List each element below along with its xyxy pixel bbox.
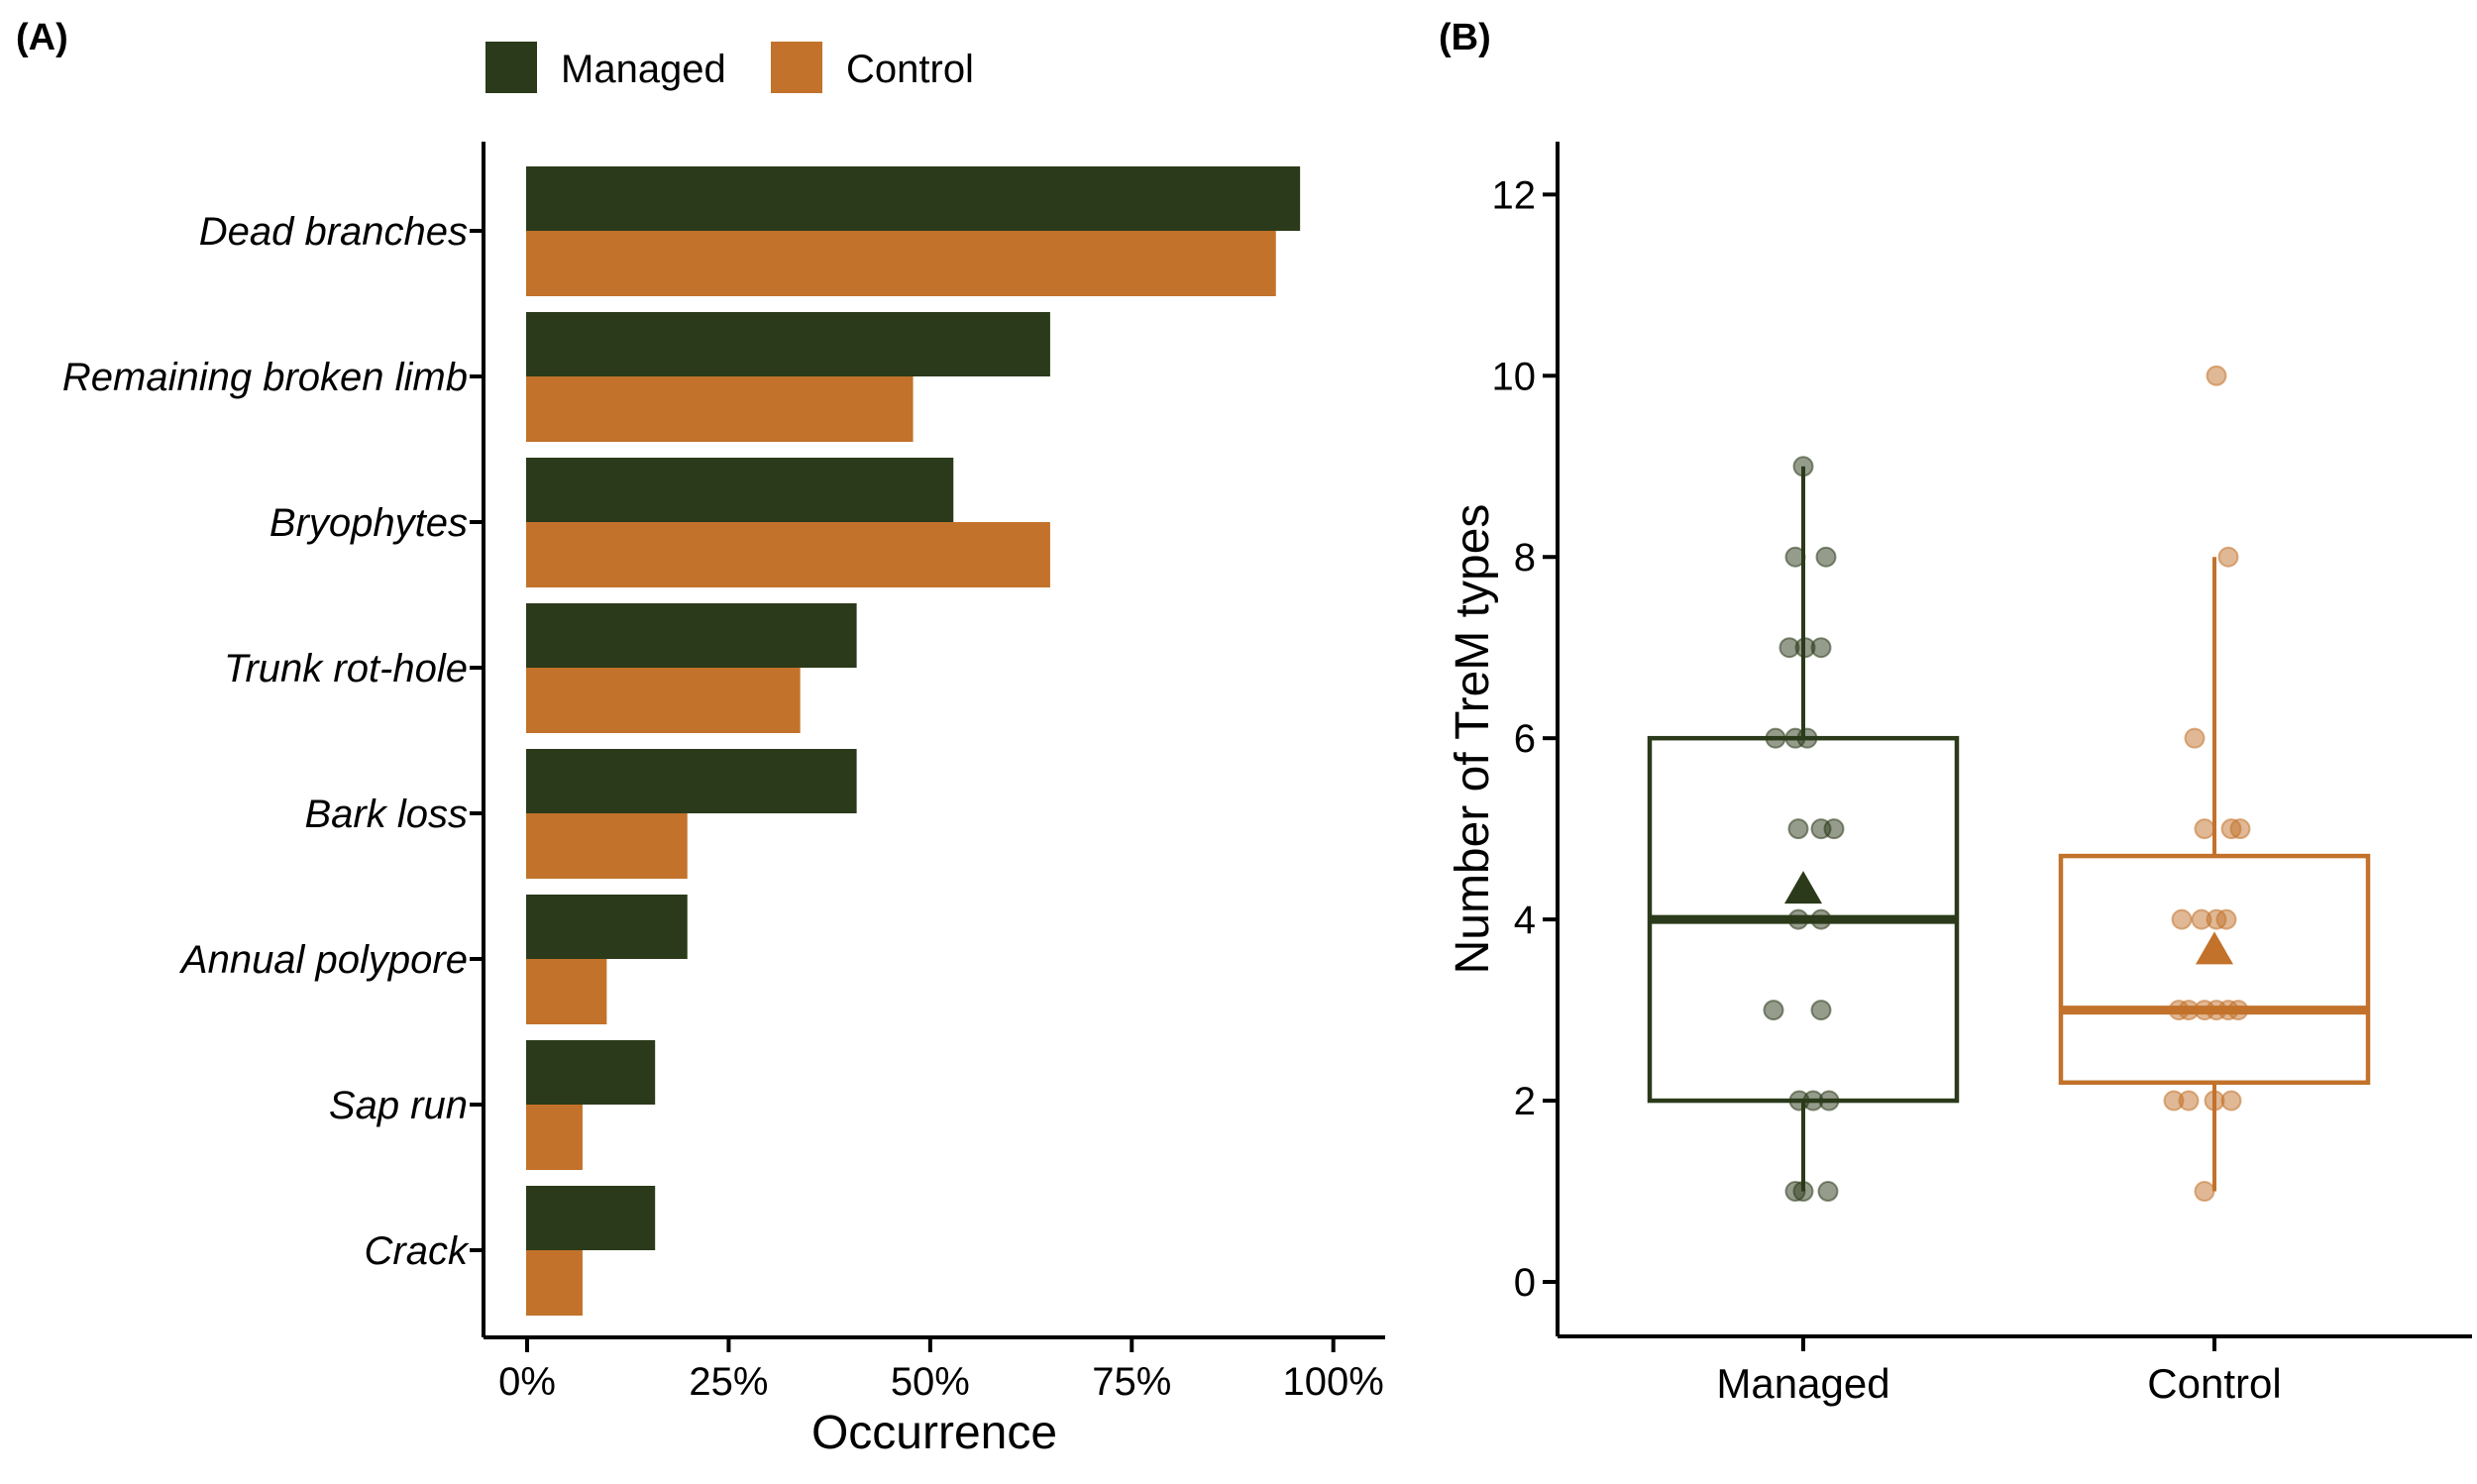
data-point-managed	[1787, 818, 1809, 840]
legend: Managed Control	[485, 42, 974, 93]
panel-a-x-tick-label: 75%	[1092, 1360, 1171, 1404]
bar-control-trunk-rot-hole	[526, 668, 801, 733]
data-point-managed	[1792, 456, 1814, 477]
data-point-control	[2171, 908, 2193, 930]
data-point-managed	[1765, 727, 1786, 749]
panel-b-y-tick-label: 6	[1514, 717, 1536, 761]
panel-b-y-tick-label: 4	[1514, 899, 1536, 942]
bar-control-bryophytes	[526, 522, 1050, 587]
panel-a-label: (A)	[16, 17, 68, 58]
data-point-managed	[1817, 1181, 1839, 1203]
data-point-control	[2194, 1181, 2215, 1203]
mean-marker-managed	[1784, 871, 1822, 904]
category-label: Crack	[365, 1229, 470, 1273]
legend-label-control: Control	[846, 48, 974, 91]
data-point-control	[2215, 908, 2237, 930]
group-label-control: Control	[2147, 1360, 2281, 1407]
bar-control-annual-polypore	[526, 959, 607, 1024]
bar-managed-remaining-broken-limb	[526, 312, 1050, 376]
data-point-managed	[1810, 1000, 1832, 1021]
panel-b-y-tick-label: 10	[1492, 355, 1537, 398]
data-point-managed	[1796, 727, 1818, 749]
bar-managed-sap-run	[526, 1040, 656, 1105]
panel-a-x-tick-label: 100%	[1283, 1360, 1384, 1404]
data-point-control	[2227, 1000, 2249, 1021]
panel-a-x-axis-title: Occurrence	[811, 1407, 1057, 1459]
group-label-managed: Managed	[1716, 1360, 1889, 1407]
category-label: Dead branches	[199, 210, 468, 254]
mean-marker-control	[2196, 931, 2233, 965]
panel-a-x-tick-label: 0%	[498, 1360, 556, 1404]
data-point-managed	[1787, 908, 1809, 930]
category-label: Bryophytes	[269, 501, 468, 545]
data-point-managed	[1784, 546, 1806, 568]
panel-b-label: (B)	[1439, 17, 1491, 58]
bar-managed-annual-polypore	[526, 895, 688, 959]
data-point-control	[2217, 546, 2239, 568]
box-control	[2058, 853, 2371, 1086]
panel-b-y-tick-label: 0	[1514, 1261, 1536, 1305]
data-point-control	[2184, 727, 2206, 749]
panel-a-x-tick-label: 25%	[689, 1360, 768, 1404]
legend-swatch-managed	[485, 42, 537, 93]
bar-managed-dead-branches	[526, 166, 1301, 231]
panel-a-bar-chart: Dead branches Remaining broken limb Bryoph…	[62, 142, 1385, 1404]
category-label: Remaining broken limb	[62, 356, 468, 399]
category-label: Annual polypore	[179, 938, 468, 982]
bar-control-remaining-broken-limb	[526, 376, 914, 442]
category-label: Bark loss	[305, 793, 469, 836]
bar-control-dead-branches	[526, 231, 1276, 296]
legend-label-managed: Managed	[561, 48, 726, 91]
bar-managed-bark-loss	[526, 749, 857, 813]
bar-control-bark-loss	[526, 813, 688, 879]
panel-b-y-tick-label: 2	[1514, 1080, 1536, 1123]
category-label: Trunk rot-hole	[224, 647, 468, 690]
data-point-managed	[1810, 908, 1832, 930]
data-point-control	[2229, 818, 2251, 840]
data-point-control	[2220, 1090, 2242, 1112]
legend-swatch-control	[771, 42, 822, 93]
panel-a-x-tick-label: 50%	[891, 1360, 970, 1404]
panel-b-y-tick-label: 12	[1492, 173, 1537, 217]
bar-managed-crack	[526, 1186, 656, 1250]
bar-managed-trunk-rot-hole	[526, 603, 857, 668]
data-point-control	[2206, 365, 2227, 386]
data-point-managed	[1818, 1090, 1840, 1112]
category-label: Sap run	[329, 1084, 468, 1127]
data-point-managed	[1815, 546, 1837, 568]
panel-b-y-axis-title: Number of TreM types	[1447, 504, 1499, 975]
bar-managed-bryophytes	[526, 458, 954, 522]
data-point-managed	[1810, 637, 1832, 659]
data-point-managed	[1823, 818, 1845, 840]
bar-control-crack	[526, 1250, 583, 1316]
data-point-managed	[1792, 1181, 1814, 1203]
panel-b-boxplot: 0 2 4 6 8 10 12 Managed Control	[1492, 142, 2472, 1407]
panel-b-y-tick-label: 8	[1514, 536, 1536, 580]
data-point-control	[2194, 818, 2215, 840]
bar-control-sap-run	[526, 1105, 583, 1170]
data-point-managed	[1763, 1000, 1784, 1021]
data-point-control	[2178, 1090, 2200, 1112]
